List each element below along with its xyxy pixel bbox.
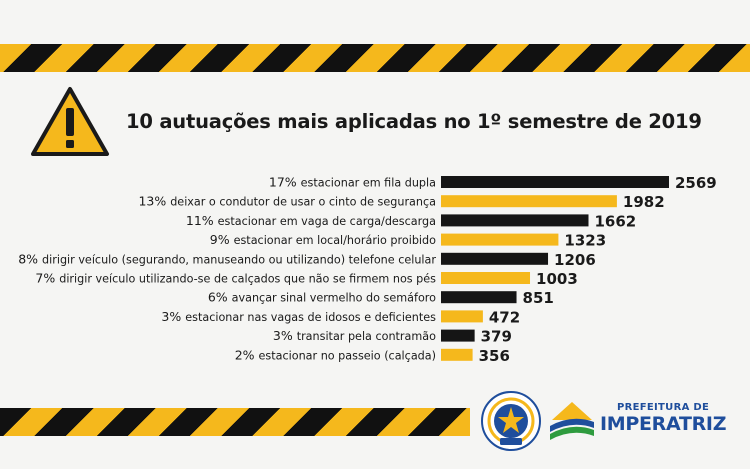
bar-chart: 17% estacionar em fila dupla 2569 13% deix… bbox=[18, 174, 717, 365]
value-label-10: 356 bbox=[479, 347, 510, 365]
bar-8 bbox=[441, 310, 483, 323]
category-label-6: 7% dirigir veículo utilizando-se de calç… bbox=[35, 271, 436, 286]
value-label-9: 379 bbox=[481, 328, 512, 346]
bar-9 bbox=[441, 329, 475, 342]
bar-5 bbox=[441, 252, 549, 265]
description-label-2: deixar o condutor de usar o cinto de seg… bbox=[170, 196, 436, 209]
percent-label-7: 6% bbox=[208, 290, 232, 305]
value-label-3: 1662 bbox=[595, 212, 637, 230]
percent-label-9: 3% bbox=[273, 328, 297, 343]
value-label-5: 1206 bbox=[554, 251, 596, 269]
municipal-seal-icon bbox=[481, 391, 541, 451]
description-label-1: estacionar em fila dupla bbox=[301, 177, 436, 190]
category-label-4: 9% estacionar em local/horário proibido bbox=[210, 232, 436, 247]
value-label-4: 1323 bbox=[564, 232, 606, 250]
bar-2 bbox=[441, 195, 617, 208]
prefeitura-small-label: PREFEITURA DE bbox=[617, 402, 710, 413]
chart-title: 10 autuações mais aplicadas no 1º semest… bbox=[126, 110, 702, 133]
percent-label-3: 11% bbox=[186, 213, 218, 228]
value-label-8: 472 bbox=[489, 308, 520, 326]
description-label-9: transitar pela contramão bbox=[297, 330, 436, 343]
category-label-3: 11% estacionar em vaga de carga/descarga bbox=[186, 213, 436, 228]
category-label-2: 13% deixar o condutor de usar o cinto de… bbox=[138, 194, 436, 209]
description-label-5: dirigir veículo (segurando, manuseando o… bbox=[42, 253, 436, 266]
description-label-6: dirigir veículo utilizando-se de calçado… bbox=[59, 273, 436, 286]
percent-label-5: 8% bbox=[18, 251, 42, 266]
bar-1 bbox=[441, 176, 669, 188]
hazard-stripe-bottom bbox=[0, 408, 470, 436]
description-label-10: estacionar no passeio (calçada) bbox=[259, 349, 436, 362]
percent-label-4: 9% bbox=[210, 232, 234, 247]
value-label-6: 1003 bbox=[536, 270, 578, 288]
value-label-7: 851 bbox=[523, 289, 554, 307]
description-label-4: estacionar em local/horário proibido bbox=[234, 234, 437, 247]
prefeitura-big-label: IMPERATRIZ bbox=[600, 413, 727, 435]
bar-6 bbox=[441, 272, 531, 284]
percent-label-6: 7% bbox=[35, 271, 59, 286]
category-label-5: 8% dirigir veículo (segurando, manuseand… bbox=[18, 251, 436, 266]
category-label-9: 3% transitar pela contramão bbox=[273, 328, 436, 343]
bar-3 bbox=[441, 214, 589, 227]
value-label-1: 2569 bbox=[675, 174, 717, 192]
warning-icon bbox=[31, 87, 109, 156]
category-label-10: 2% estacionar no passeio (calçada) bbox=[235, 347, 436, 362]
prefeitura-brand: PREFEITURA DE IMPERATRIZ bbox=[600, 402, 726, 435]
percent-label-10: 2% bbox=[235, 347, 259, 362]
description-label-7: avançar sinal vermelho do semáforo bbox=[232, 292, 437, 305]
category-label-8: 3% estacionar nas vagas de idosos e defi… bbox=[161, 309, 436, 324]
bar-7 bbox=[441, 291, 517, 304]
percent-label-8: 3% bbox=[161, 309, 185, 324]
bar-10 bbox=[441, 348, 473, 361]
description-label-8: estacionar nas vagas de idosos e deficie… bbox=[185, 311, 436, 324]
prefeitura-logo-icon bbox=[550, 402, 594, 440]
category-label-7: 6% avançar sinal vermelho do semáforo bbox=[208, 290, 436, 305]
description-label-3: estacionar em vaga de carga/descarga bbox=[218, 215, 436, 228]
hazard-stripe-top bbox=[0, 44, 750, 72]
percent-label-1: 17% bbox=[269, 175, 301, 190]
bar-4 bbox=[441, 233, 559, 246]
value-label-2: 1982 bbox=[623, 193, 665, 211]
category-label-1: 17% estacionar em fila dupla bbox=[269, 175, 436, 190]
percent-label-2: 13% bbox=[138, 194, 170, 209]
